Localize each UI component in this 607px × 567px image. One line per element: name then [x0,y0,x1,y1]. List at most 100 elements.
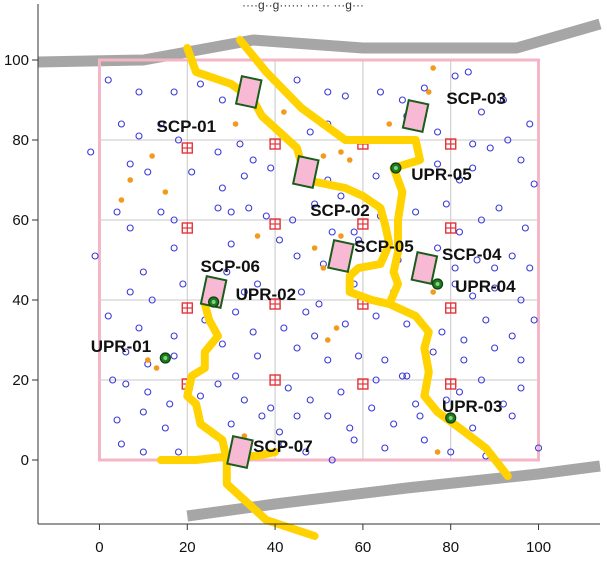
blue-point [416,412,424,420]
orange-point [425,89,432,95]
blue-point [324,412,332,420]
blue-point [315,300,323,308]
upr-site-upr-02 [208,296,220,308]
blue-point [157,208,165,216]
scp-site-scp-02 [291,155,320,189]
orange-point [386,121,393,127]
blue-point [464,68,472,76]
blue-point [139,448,147,456]
blue-point [324,88,332,96]
blue-point [403,372,411,380]
site-label-scp-03: SCP-03 [446,89,506,108]
blue-point [249,328,257,336]
blue-point [521,224,529,232]
site-label-upr-01: UPR-01 [91,337,151,356]
blue-point [253,352,262,360]
y-tick-label: 40 [12,292,29,309]
blue-point [293,344,301,352]
upr-sites [159,162,457,424]
blue-point [433,160,442,168]
blue-point [530,316,538,324]
blue-point [297,288,305,296]
blue-point [109,376,117,384]
blue-point [157,120,165,128]
blue-point [311,200,319,208]
site-label-scp-05: SCP-05 [354,237,414,256]
blue-point [350,228,358,236]
red-marker [357,218,369,230]
blue-point [135,132,143,140]
upr-site-core [448,416,453,420]
orange-point [118,197,125,203]
red-marker [269,374,281,386]
blue-point [258,412,266,420]
road-1 [37,18,602,68]
blue-point [262,212,270,220]
blue-point [170,332,178,340]
blue-point [438,328,446,336]
orange-point [127,177,134,183]
blue-point [398,96,406,104]
blue-point [517,356,525,364]
site-label-scp-06: SCP-06 [200,257,260,276]
x-tick-label: 0 [95,539,103,556]
roads-layer [37,18,602,522]
blue-point [469,140,477,148]
study-area-boundary [97,58,541,462]
blue-point [346,424,354,432]
y-tick-label: 0 [21,452,29,469]
site-label-upr-02: UPR-02 [236,285,296,304]
blue-point [170,88,178,96]
upr-site-upr-04 [431,278,444,290]
blue-point [328,456,336,464]
blue-point [227,208,235,216]
blue-point [170,244,178,252]
orange-point [346,157,353,163]
orange-point [311,245,318,251]
orange-point [320,265,327,271]
blue-point [196,80,205,88]
blue-point [469,164,477,172]
blue-point [174,448,183,456]
blue-point [477,376,486,384]
upr-site-core [211,300,216,304]
blue-point [122,380,130,388]
orange-point [149,153,155,159]
blue-point [376,88,385,96]
blue-point [429,348,437,356]
blue-point [214,148,222,156]
site-label-upr-03: UPR-03 [442,397,502,416]
orange-point [434,449,441,455]
blue-point [267,164,275,172]
blue-point [249,156,257,164]
x-tick-label: 40 [267,539,284,556]
y-tick-label: 100 [4,52,29,69]
blue-point [126,224,134,232]
blue-point [451,72,459,80]
blue-point [117,440,125,448]
blue-point [390,420,398,428]
blue-point [240,288,248,296]
blue-point [455,388,464,396]
scp-site-scp-03 [401,99,430,133]
blue-point [341,320,349,328]
blue-point [433,128,442,136]
x-tick-label: 60 [355,539,372,556]
blue-point [218,340,226,348]
blue-point [372,172,380,180]
blue-point [398,372,406,380]
blue-point [139,408,147,416]
blue-point [433,244,442,252]
blue-point [280,440,288,448]
road-2 [186,460,601,522]
red-marker [445,138,457,150]
orange-point [254,233,261,239]
blue-point [144,388,152,396]
blue-point [447,448,455,456]
blue-point [451,264,459,272]
blue-point [530,180,538,188]
blue-point [306,128,314,136]
blue-point [236,140,244,148]
upr-site-core [435,282,440,286]
